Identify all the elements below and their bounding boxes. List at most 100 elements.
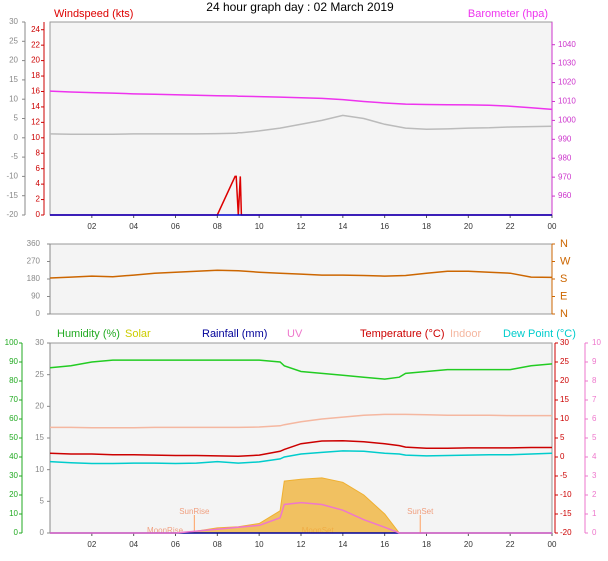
- legend-entry: Temperature (°C): [360, 328, 444, 340]
- y-tick-label: 8: [592, 376, 597, 385]
- series-line: [49, 450, 553, 465]
- annotation: SunRise: [179, 507, 210, 516]
- x-tick-label: 10: [255, 540, 264, 549]
- x-tick-label: 14: [338, 222, 347, 231]
- x-tick-label: 16: [380, 540, 389, 549]
- y-tick-label: 50: [9, 433, 18, 442]
- y-tick-label: 5: [14, 114, 19, 123]
- x-tick-label: 12: [297, 222, 306, 231]
- x-tick-label: 04: [129, 540, 138, 549]
- y-tick-label: 10: [9, 509, 18, 518]
- y-tick-label: 15: [35, 433, 44, 442]
- legend-entry: Barometer (hpa): [468, 8, 548, 20]
- legend-entry: Solar: [125, 328, 151, 340]
- y-tick-label: 30: [9, 17, 18, 26]
- series-line: [50, 413, 552, 429]
- series-line: [49, 114, 553, 136]
- y-tick-label: N: [560, 308, 568, 320]
- y-tick-label: 100: [5, 338, 19, 347]
- y-tick-label: 990: [558, 134, 572, 143]
- y-tick-label: 90: [9, 357, 18, 366]
- legend-entry: UV: [287, 328, 303, 340]
- annotation: SunSet: [407, 507, 434, 516]
- y-tick-label: 0: [14, 133, 19, 142]
- y-tick-label: 2: [592, 490, 597, 499]
- y-tick-label: 24: [31, 25, 40, 34]
- y-tick-label: -20: [560, 528, 572, 537]
- y-tick-label: 1: [592, 509, 597, 518]
- x-tick-label: 14: [338, 540, 347, 549]
- y-tick-label: E: [560, 290, 567, 302]
- y-tick-label: 5: [592, 433, 597, 442]
- y-tick-label: 0: [36, 210, 41, 219]
- y-tick-label: 22: [31, 40, 40, 49]
- y-tick-label: S: [560, 273, 567, 285]
- plot-area: [49, 21, 553, 216]
- legend-entry: Dew Point (°C): [503, 328, 576, 340]
- y-tick-label: 10: [35, 465, 44, 474]
- y-tick-label: 0: [592, 528, 597, 537]
- y-tick-label: 4: [592, 452, 597, 461]
- legend-entry: Humidity (%): [57, 328, 120, 340]
- y-tick-label: 10: [592, 338, 601, 347]
- y-tick-label: 30: [35, 338, 44, 347]
- y-tick-label: -10: [560, 490, 572, 499]
- y-tick-label: 25: [35, 370, 44, 379]
- y-tick-label: 70: [9, 395, 18, 404]
- y-tick-label: -5: [560, 471, 568, 480]
- y-tick-label: 270: [27, 257, 41, 266]
- x-tick-label: 04: [129, 222, 138, 231]
- y-tick-label: 4: [36, 179, 41, 188]
- y-tick-label: 10: [31, 133, 40, 142]
- y-tick-label: 15: [9, 75, 18, 84]
- legend-entry: Rainfall (mm): [202, 328, 267, 340]
- y-tick-label: 970: [558, 172, 572, 181]
- x-tick-label: 18: [422, 540, 431, 549]
- y-tick-label: 20: [31, 56, 40, 65]
- plot-area: [49, 243, 553, 315]
- legend-entry: Windspeed (kts): [54, 8, 133, 20]
- y-tick-label: 360: [27, 239, 41, 248]
- legend-entry: Indoor: [450, 328, 482, 340]
- x-tick-label: 06: [171, 222, 180, 231]
- y-tick-label: 30: [9, 471, 18, 480]
- x-tick-label: 20: [464, 540, 473, 549]
- y-tick-label: 90: [31, 292, 40, 301]
- x-tick-label: 08: [213, 540, 222, 549]
- y-tick-label: -20: [6, 210, 18, 219]
- series-line: [49, 269, 553, 279]
- y-tick-label: 960: [558, 191, 572, 200]
- y-tick-label: 7: [592, 395, 597, 404]
- y-tick-label: 180: [27, 274, 41, 283]
- y-tick-label: 80: [9, 376, 18, 385]
- y-tick-label: 18: [31, 71, 40, 80]
- x-tick-label: 06: [171, 540, 180, 549]
- x-tick-label: 22: [506, 540, 515, 549]
- series-line: [49, 359, 553, 380]
- y-tick-label: 0: [560, 452, 565, 461]
- y-tick-label: 25: [9, 36, 18, 45]
- y-tick-label: 10: [560, 414, 569, 423]
- x-tick-label: 20: [464, 222, 473, 231]
- y-tick-label: 9: [592, 357, 597, 366]
- x-tick-label: 10: [255, 222, 264, 231]
- y-tick-label: 1040: [558, 40, 576, 49]
- y-tick-label: -10: [6, 172, 18, 181]
- y-tick-label: -15: [6, 191, 18, 200]
- x-tick-label: 18: [422, 222, 431, 231]
- y-tick-label: 1020: [558, 78, 576, 87]
- y-tick-label: -15: [560, 509, 572, 518]
- y-tick-label: 20: [9, 56, 18, 65]
- x-tick-label: 00: [548, 222, 557, 231]
- annotation: MoonRise: [147, 526, 184, 535]
- y-tick-label: 1000: [558, 116, 576, 125]
- y-tick-label: 20: [560, 376, 569, 385]
- series-line: [49, 90, 553, 111]
- y-tick-label: W: [560, 255, 571, 267]
- y-tick-label: 8: [36, 148, 41, 157]
- y-tick-label: 6: [36, 164, 41, 173]
- y-tick-label: 15: [560, 395, 569, 404]
- x-tick-label: 02: [87, 540, 96, 549]
- y-tick-label: 5: [560, 433, 565, 442]
